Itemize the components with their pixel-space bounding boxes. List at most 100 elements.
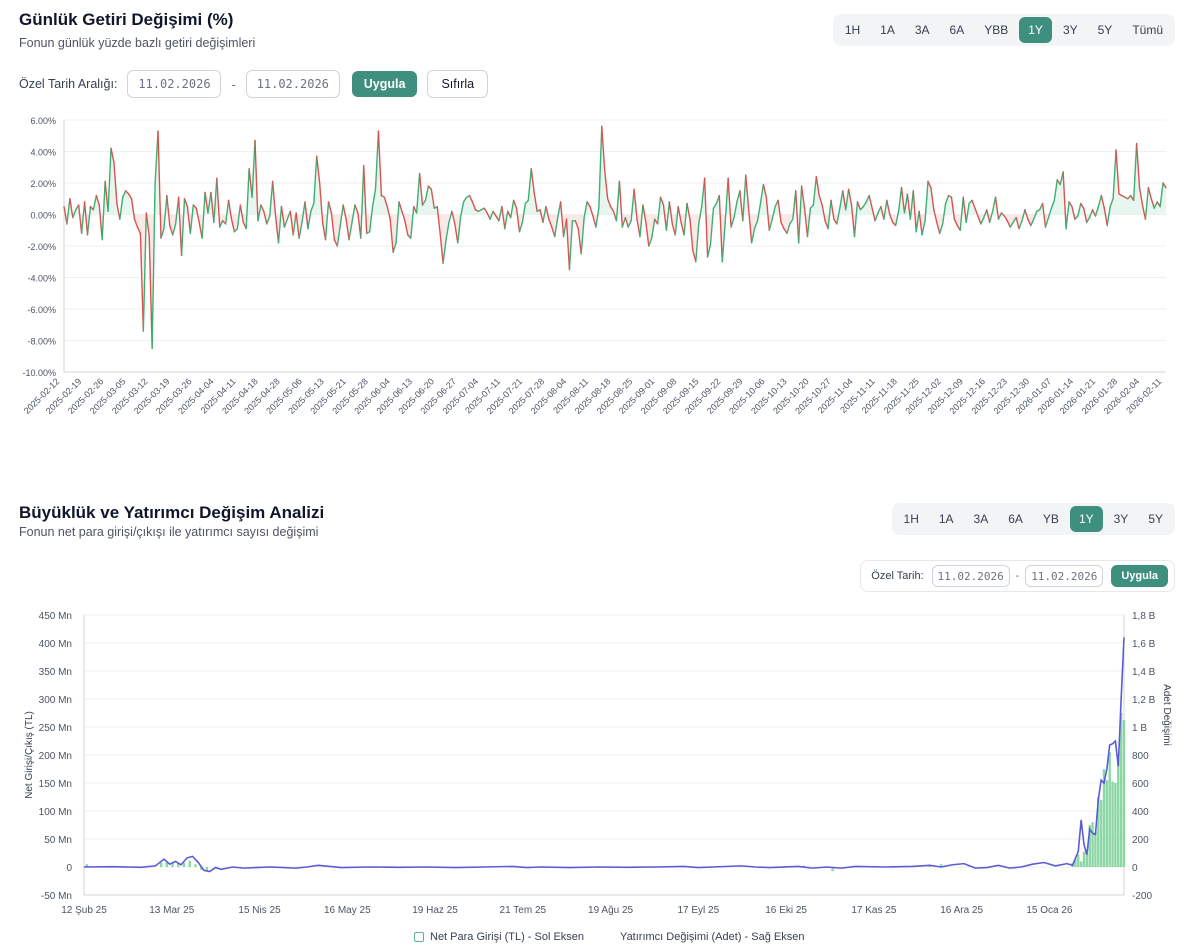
return-segment	[656, 196, 662, 225]
daily-range-3y[interactable]: 3Y	[1062, 23, 1078, 37]
daily-range-1a[interactable]: 1A	[880, 23, 895, 37]
y-right-tick-label: 1 B	[1132, 723, 1147, 734]
return-segment	[1138, 187, 1144, 206]
return-segment	[586, 201, 591, 208]
legend-item-net-flow[interactable]: Net Para Girişi (TL) - Sol Eksen	[414, 931, 584, 943]
return-segment	[69, 198, 74, 219]
return-segment	[542, 205, 547, 224]
return-segment	[598, 125, 603, 209]
return-segment	[460, 201, 465, 217]
return-segment	[342, 204, 347, 220]
return-segment	[748, 209, 753, 244]
return-segment	[462, 196, 468, 203]
return-segment	[392, 242, 397, 254]
return-segment	[618, 180, 624, 228]
return-segment	[965, 202, 970, 224]
daily-return-section: Günlük Getiri Değişimi (%) Fonun günlük …	[0, 0, 1200, 460]
return-segment	[703, 177, 709, 258]
daily-range-tümü[interactable]: Tümü	[1132, 23, 1163, 37]
return-segment	[1162, 182, 1167, 189]
return-segment	[1077, 202, 1082, 217]
flow-range-1a[interactable]: 1A	[938, 512, 954, 526]
return-segment	[1144, 187, 1150, 220]
flow-range-1y[interactable]: 1Y	[1069, 506, 1103, 532]
return-segment	[289, 210, 294, 236]
flow-range-6a[interactable]: 6A	[1008, 512, 1023, 526]
return-segment	[236, 204, 242, 230]
return-segment	[304, 201, 309, 230]
investor-bar	[182, 862, 186, 867]
flow-investor-date-range: Özel Tarih: - Uygula	[860, 560, 1175, 592]
return-segment	[1068, 201, 1073, 208]
apply-button[interactable]: Uygula	[1111, 565, 1168, 587]
return-segment	[66, 198, 71, 225]
return-segment	[283, 218, 289, 228]
start-date-input[interactable]	[931, 565, 1010, 587]
return-segment	[457, 215, 462, 244]
return-segment	[157, 130, 162, 239]
return-segment	[386, 205, 391, 220]
return-segment	[377, 130, 383, 197]
start-date-input[interactable]	[127, 70, 222, 98]
return-segment	[1091, 209, 1097, 217]
investor-bar	[1119, 713, 1123, 867]
return-segment	[668, 201, 673, 225]
return-segment	[204, 191, 209, 214]
return-segment	[166, 194, 171, 227]
date-separator: -	[1015, 570, 1020, 582]
return-segment	[1053, 179, 1058, 202]
return-segment	[216, 177, 221, 228]
return-segment	[621, 216, 626, 228]
return-segment	[1044, 216, 1050, 228]
return-segment	[818, 194, 823, 206]
investor-bar	[1114, 783, 1117, 867]
return-segment	[504, 210, 509, 230]
flow-range-3a[interactable]: 3A	[973, 512, 989, 526]
return-segment	[809, 204, 815, 209]
end-date-input[interactable]	[1025, 565, 1104, 587]
daily-range-ybb[interactable]: YBB	[984, 23, 1009, 37]
end-date-input[interactable]	[245, 70, 340, 98]
daily-range-3a[interactable]: 3A	[914, 23, 930, 37]
return-segment	[733, 201, 738, 219]
investor-bar	[205, 867, 209, 871]
y-tick-label: -6.00%	[27, 305, 56, 315]
y-right-tick-label: 200	[1132, 835, 1149, 846]
return-segment	[471, 201, 477, 211]
return-segment	[548, 218, 553, 228]
daily-range-5y[interactable]: 5Y	[1097, 23, 1113, 37]
flow-range-3y[interactable]: 3Y	[1113, 512, 1129, 526]
return-segment	[527, 168, 532, 202]
return-segment	[1103, 207, 1108, 227]
investor-bar	[194, 864, 197, 867]
legend-item-investor[interactable]: Yatırımcı Değişimi (Adet) - Sağ Eksen	[620, 931, 804, 943]
daily-range-1h[interactable]: 1H	[844, 23, 861, 37]
return-segment	[695, 223, 700, 263]
return-segment	[401, 210, 406, 222]
return-segment	[689, 218, 694, 252]
investor-bar	[188, 860, 191, 867]
reset-button[interactable]: Sıfırla	[427, 70, 489, 98]
return-segment	[207, 191, 212, 214]
return-segment	[912, 190, 917, 233]
investor-bar	[199, 867, 203, 870]
return-segment	[1097, 194, 1103, 208]
return-segment	[1027, 218, 1032, 227]
investor-bar	[1077, 854, 1080, 867]
y-tick-label: 6.00%	[30, 116, 56, 126]
return-segment	[633, 188, 638, 220]
daily-range-1y[interactable]: 1Y	[1019, 17, 1052, 43]
custom-date-label: Özel Tarih Aralığı:	[19, 77, 118, 91]
daily-range-6a[interactable]: 6A	[949, 23, 965, 37]
return-segment	[850, 204, 856, 238]
return-segment	[363, 164, 368, 235]
y-left-tick-label: 450 Mn	[39, 611, 72, 622]
flow-range-5y[interactable]: 5Y	[1148, 512, 1163, 526]
flow-range-yb[interactable]: YB	[1042, 512, 1059, 526]
return-segment	[765, 196, 770, 231]
return-segment	[880, 205, 885, 220]
apply-button[interactable]: Uygula	[351, 71, 418, 97]
investor-bar	[1079, 861, 1083, 867]
flow-range-1h[interactable]: 1H	[903, 512, 919, 526]
return-segment	[448, 210, 453, 224]
